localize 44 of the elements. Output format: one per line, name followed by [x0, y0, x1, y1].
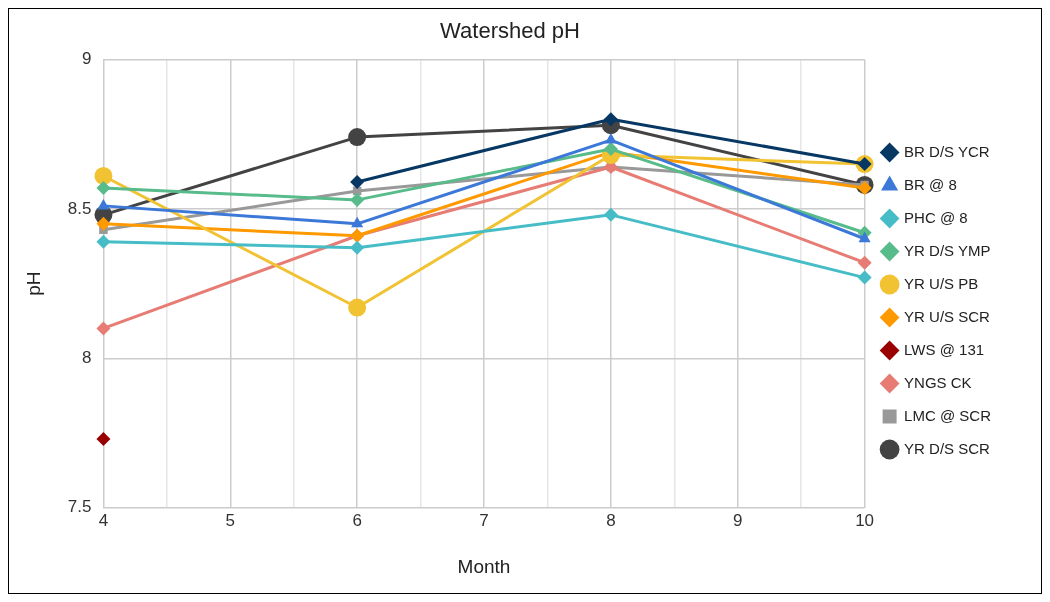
point [857, 255, 872, 270]
x-tick-label: 8 [606, 510, 616, 530]
legend-label: LWS @ 131 [904, 340, 985, 358]
y-tick-label: 9 [81, 49, 92, 69]
legend-label: YR D/S SCR [904, 439, 991, 457]
x-tick-label: 5 [225, 510, 236, 530]
point [96, 432, 111, 447]
point [604, 133, 617, 144]
point [348, 128, 367, 147]
point [94, 166, 113, 185]
legend-label: YR U/S PB [904, 274, 979, 292]
point [351, 216, 364, 228]
point [858, 231, 871, 243]
point [350, 192, 365, 207]
x-tick-label: 10 [855, 510, 875, 530]
point [857, 180, 872, 195]
legend-label: YR D/S YMP [904, 241, 991, 259]
point [350, 240, 365, 255]
y-tick-label: 7.5 [67, 497, 92, 517]
point [97, 198, 110, 210]
x-axis-title: Month [457, 555, 511, 577]
point [857, 270, 872, 285]
y-axis-title: pH [22, 271, 44, 296]
x-tick-label: 4 [98, 510, 109, 530]
legend-label: PHC @ 8 [904, 208, 968, 226]
legend-label: BR @ 8 [904, 175, 957, 193]
y-tick-label: 8 [81, 348, 92, 368]
legend-label: BR D/S YCR [904, 142, 990, 160]
point [96, 234, 111, 249]
legend-label: YR U/S SCR [904, 307, 991, 325]
point [96, 321, 111, 336]
point [603, 207, 618, 222]
point [603, 112, 618, 127]
point [350, 174, 365, 189]
x-tick-label: 9 [733, 510, 743, 530]
point [348, 298, 367, 317]
x-tick-label: 7 [479, 510, 489, 530]
point [96, 180, 111, 195]
legend-label: LMC @ SCR [904, 406, 992, 424]
chart-title: Watershed pH [440, 18, 580, 44]
point [96, 216, 111, 231]
legend-label: YNGS CK [904, 373, 972, 391]
y-tick-label: 8.5 [67, 198, 92, 218]
x-tick-label: 6 [352, 510, 362, 530]
